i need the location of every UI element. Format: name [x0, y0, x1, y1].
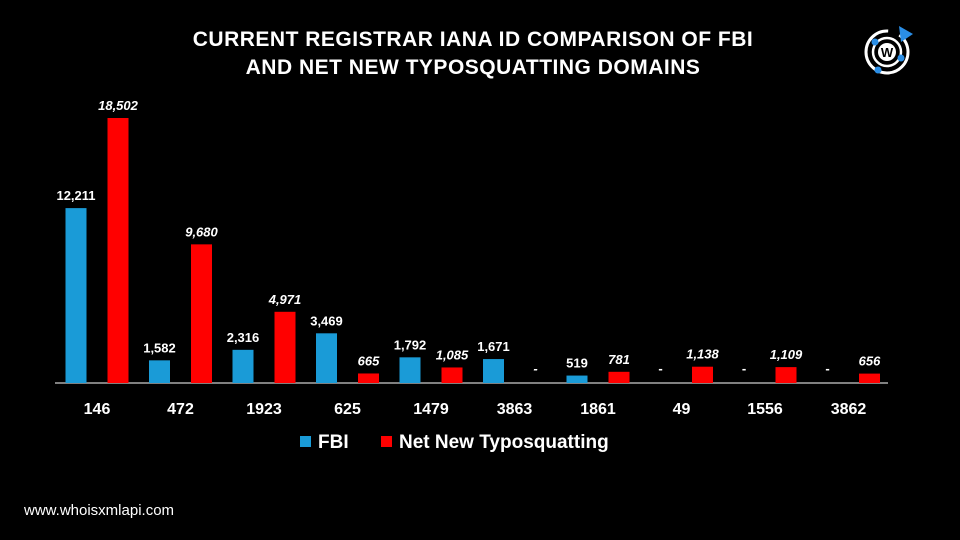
legend-swatch: [381, 436, 392, 447]
bar-typosquatting: [107, 118, 129, 383]
x-tick-label: 3863: [497, 401, 533, 418]
x-tick-label: 146: [84, 401, 111, 418]
bar-fbi: [483, 359, 504, 383]
data-label: 4,971: [268, 292, 302, 307]
bar-typosquatting: [692, 366, 713, 383]
data-label: 656: [859, 354, 881, 369]
bar-fbi: [399, 357, 421, 383]
bar-typosquatting: [274, 311, 296, 383]
data-label: 1,582: [143, 340, 176, 355]
data-label: 18,502: [98, 98, 139, 113]
bar-fbi: [232, 349, 254, 383]
legend-label: Net New Typosquatting: [399, 432, 609, 453]
x-tick-label: 472: [167, 401, 194, 418]
chart-title: CURRENT REGISTRAR IANA ID COMPARISON OF …: [0, 26, 946, 82]
data-label: 3,469: [310, 313, 343, 328]
data-label: -: [825, 361, 829, 376]
bar-fbi: [316, 333, 337, 383]
data-label: -: [533, 361, 537, 376]
x-tick-label: 1923: [246, 401, 282, 418]
logo-letter: W: [881, 45, 894, 60]
data-label: 1,671: [477, 339, 510, 354]
bar-fbi: [566, 375, 588, 383]
x-tick-label: 49: [673, 401, 691, 418]
legend-swatch: [300, 436, 311, 447]
x-tick-label: 1479: [413, 401, 449, 418]
bar-typosquatting: [191, 244, 212, 383]
data-label: 1,138: [686, 347, 719, 362]
data-label: 1,085: [436, 347, 469, 362]
data-label: -: [742, 361, 746, 376]
title-line-1: CURRENT REGISTRAR IANA ID COMPARISON OF …: [192, 28, 754, 51]
x-tick-label: 1556: [747, 401, 783, 418]
x-tick-label: 625: [334, 401, 361, 418]
title-line-2: AND NET NEW TYPOSQUATTING DOMAINS: [245, 56, 701, 79]
data-label: 781: [608, 352, 630, 367]
data-label: 9,680: [185, 224, 218, 239]
footer-url: www.whoisxmlapi.com: [24, 502, 175, 519]
data-label: -: [658, 361, 662, 376]
bar-typosquatting: [859, 373, 880, 383]
data-label: 12,211: [56, 188, 95, 203]
bar-typosquatting: [358, 373, 379, 383]
data-label: 519: [566, 356, 588, 371]
bar-typosquatting: [441, 367, 463, 383]
bar-typosquatting: [775, 367, 797, 383]
bar-typosquatting: [608, 371, 630, 383]
data-label: 1,109: [770, 347, 803, 362]
data-label: 665: [358, 353, 380, 368]
data-label: 2,316: [227, 330, 260, 345]
x-tick-label: 3862: [831, 401, 867, 418]
x-tick-label: 1861: [580, 401, 616, 418]
legend-label: FBI: [318, 432, 349, 453]
whoisxmlapi-logo-icon: W: [864, 26, 913, 75]
bar-fbi: [65, 208, 87, 383]
data-label: 1,792: [394, 337, 427, 352]
bar-fbi: [149, 360, 170, 383]
